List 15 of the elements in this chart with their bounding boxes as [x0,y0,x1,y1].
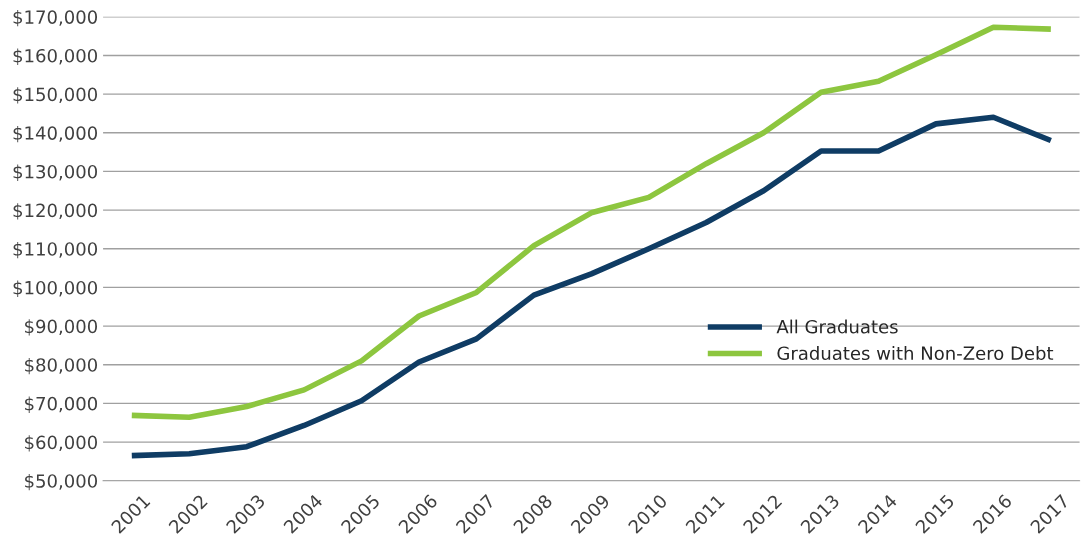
y-tick-label: $110,000 [13,241,98,259]
y-tick-label: $150,000 [13,87,98,104]
y-tick-label: $70,000 [25,396,98,413]
legend-label: All Graduates [776,319,898,334]
y-tick-label: $160,000 [13,48,98,65]
legend-label: Graduates with Non-Zero Debt [777,346,1054,361]
y-tick-label: $130,000 [13,164,98,181]
y-tick-label: $60,000 [25,435,98,452]
y-tick-label: $50,000 [25,473,98,491]
y-tick-label: $170,000 [13,9,98,27]
y-tick-label: $140,000 [13,125,98,143]
y-tick-label: $90,000 [25,319,98,336]
y-tick-label: $100,000 [13,280,98,297]
y-tick-label: $120,000 [13,203,98,220]
y-tick-label: $80,000 [25,357,98,375]
